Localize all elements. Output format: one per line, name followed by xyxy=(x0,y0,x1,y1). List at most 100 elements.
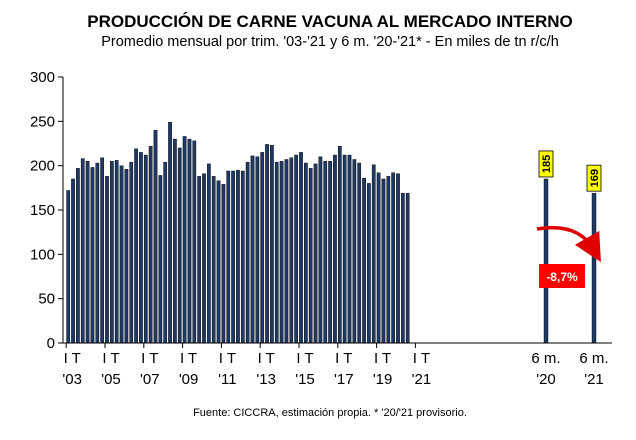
bar-quarter xyxy=(236,169,240,344)
bar-quarter xyxy=(231,170,235,344)
bar-quarter xyxy=(197,176,201,344)
x-tick-label: I T xyxy=(374,350,391,367)
bar-quarter xyxy=(289,157,294,344)
bar-quarter xyxy=(318,156,323,344)
bar-quarter xyxy=(250,155,255,344)
x-tick-label: 6 m. xyxy=(579,350,608,367)
bar-semester xyxy=(543,178,549,344)
bar-quarter xyxy=(109,161,114,344)
bar-quarter xyxy=(192,140,197,344)
x-tick-label: I T xyxy=(335,350,352,367)
bar-quarter xyxy=(168,122,172,344)
y-axis: 0 50 100 150 200 250 300 xyxy=(30,69,64,352)
x-tick-label: '21 xyxy=(584,371,604,388)
data-label-box xyxy=(538,150,554,178)
x-tick-label: I T xyxy=(219,350,236,367)
bar-quarter xyxy=(105,176,109,344)
bar-quarter xyxy=(371,164,376,344)
x-tick-label: 6 m. xyxy=(531,350,560,367)
x-tick-label: I T xyxy=(296,350,313,367)
bar-quarter xyxy=(80,158,85,344)
bar-quarter xyxy=(148,145,153,344)
x-tick-label: '15 xyxy=(295,371,315,388)
bar-quarter xyxy=(139,152,143,344)
data-label-box xyxy=(586,164,602,192)
source-note: Fuente: CICCRA, estimación propia. * '20… xyxy=(193,407,467,419)
bar-quarter xyxy=(284,159,289,344)
bar-quarter xyxy=(396,173,400,344)
bar-semester xyxy=(591,192,597,344)
bar-quarter xyxy=(163,161,168,344)
y-tick-label: 0 xyxy=(47,335,55,352)
bar-quarter xyxy=(202,173,206,344)
bar-quarter xyxy=(265,144,269,344)
x-tick-label: I T xyxy=(180,350,197,367)
bar-quarter xyxy=(308,168,313,344)
x-tick-label: I T xyxy=(258,350,275,367)
bar-quarter xyxy=(153,129,158,344)
bar-quarter xyxy=(376,172,381,344)
x-tick-label: '19 xyxy=(373,371,393,388)
bar-quarter xyxy=(95,162,100,344)
bar-quarter xyxy=(347,154,352,344)
x-tick-label: I T xyxy=(413,350,430,367)
bar-quarter xyxy=(245,161,250,344)
change-label: -8,7% xyxy=(546,270,578,284)
bar-quarter xyxy=(76,168,80,344)
bar-quarter xyxy=(352,159,357,344)
x-tick-label: I T xyxy=(141,350,158,367)
bar-quarter xyxy=(240,170,245,344)
chart-subtitle: Promedio mensual por trim. '03-'21 y 6 m… xyxy=(101,34,559,50)
bar-quarter xyxy=(187,138,192,344)
bar-quarter xyxy=(119,165,124,344)
data-label: 185 xyxy=(541,155,553,173)
bar-quarter xyxy=(304,162,308,344)
bar-quarter xyxy=(124,169,129,344)
bar-quarter xyxy=(211,176,216,344)
bar-quarter xyxy=(313,163,318,344)
bar-quarter xyxy=(221,184,226,344)
bar-quarter xyxy=(342,154,347,344)
bar-quarter xyxy=(323,161,328,344)
change-box xyxy=(539,264,585,288)
bar-quarter xyxy=(114,160,119,344)
bar-quarter xyxy=(367,183,371,344)
annotation-group: -8,7% xyxy=(536,225,601,288)
chart-title: PRODUCCIÓN DE CARNE VACUNA AL MERCADO IN… xyxy=(87,12,572,31)
bar-quarter xyxy=(401,192,405,344)
bar-quarter xyxy=(270,145,274,344)
data-label: 169 xyxy=(589,169,601,187)
y-tick-label: 50 xyxy=(38,291,55,308)
x-tick-label: '07 xyxy=(140,371,160,388)
x-tick-label: '17 xyxy=(334,371,354,388)
bar-quarter xyxy=(386,176,391,344)
bar-quarter xyxy=(279,161,284,344)
bar-quarter xyxy=(129,161,134,344)
bar-quarter xyxy=(182,136,187,344)
x-tick-label: I T xyxy=(64,350,81,367)
y-tick-label: 250 xyxy=(30,113,55,130)
bar-quarter xyxy=(299,152,303,344)
x-tick-label: '11 xyxy=(218,371,236,388)
y-tick-label: 300 xyxy=(30,69,55,86)
bar-quarter xyxy=(134,148,138,344)
bar-quarter xyxy=(333,154,337,344)
x-axis: I T '03 I T '05 I T '07 I T '09 I T '11 I T '13 I T '… xyxy=(62,342,612,388)
bar-quarter xyxy=(337,145,342,344)
x-tick-label: '20 xyxy=(536,371,556,388)
bar-quarter xyxy=(158,175,163,344)
bar-quarter xyxy=(357,162,362,344)
y-tick-label: 100 xyxy=(30,246,55,263)
y-tick-label: 200 xyxy=(30,158,55,175)
x-tick-label: '13 xyxy=(256,371,276,388)
bar-quarter xyxy=(100,157,104,344)
bar-quarter xyxy=(391,172,395,344)
bar-quarter xyxy=(173,138,177,344)
bar-quarter xyxy=(381,178,386,344)
x-tick-label: '21 xyxy=(412,371,432,388)
bar-quarter xyxy=(260,152,265,344)
bar-quarter xyxy=(85,161,90,344)
y-tick-label: 150 xyxy=(30,202,55,219)
bar-quarter xyxy=(294,154,298,344)
